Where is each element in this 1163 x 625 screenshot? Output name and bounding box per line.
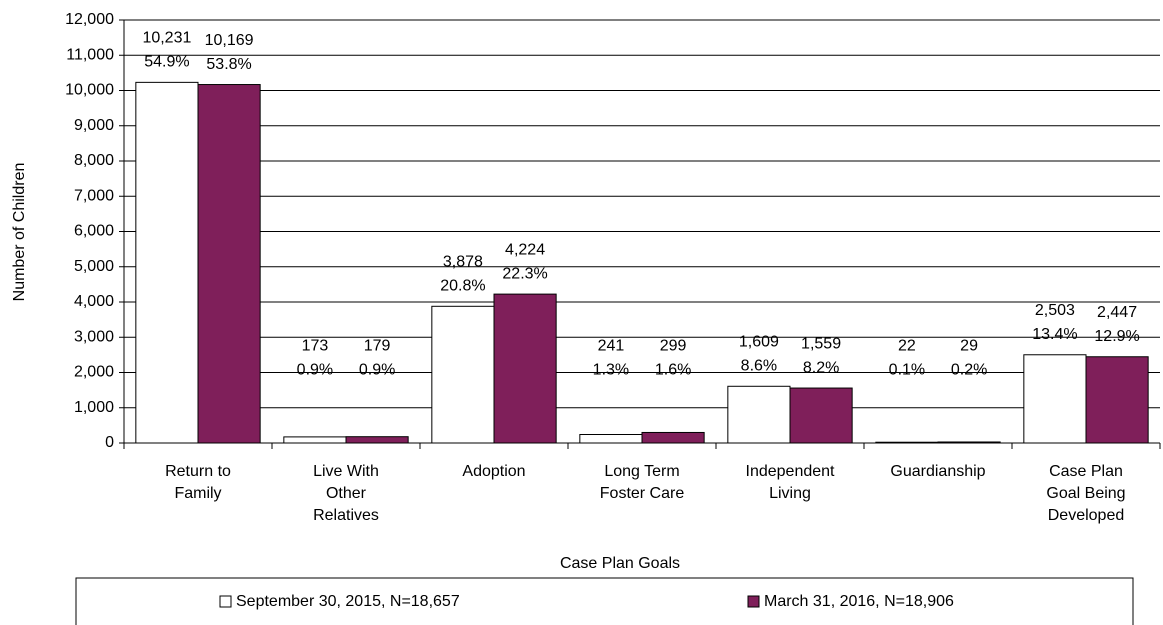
y-tick-label: 3,000 <box>74 328 114 345</box>
bar <box>727 385 791 444</box>
percent-label: 1.3% <box>593 361 629 378</box>
value-label: 299 <box>660 337 687 354</box>
percent-label: 8.6% <box>741 358 777 375</box>
bar <box>197 84 261 444</box>
legend-label: March 31, 2016, N=18,906 <box>764 593 954 610</box>
y-tick-label: 5,000 <box>74 258 114 275</box>
percent-label: 0.9% <box>359 361 395 378</box>
percent-label: 0.2% <box>951 361 987 378</box>
value-label: 10,231 <box>142 30 191 47</box>
bar <box>283 436 347 444</box>
value-label: 179 <box>364 337 391 354</box>
legend-box <box>75 577 1134 625</box>
bar <box>1023 354 1087 444</box>
value-label: 173 <box>302 337 329 354</box>
percent-label: 0.1% <box>889 361 925 378</box>
value-label: 22 <box>898 337 916 354</box>
y-axis-title: Number of Children <box>11 163 28 302</box>
y-tick-label: 1,000 <box>74 399 114 416</box>
x-tick-label: Case Plan Goal Being Developed <box>1046 463 1126 524</box>
percent-label: 53.8% <box>206 56 251 73</box>
value-label: 2,503 <box>1035 302 1075 319</box>
value-label: 2,447 <box>1097 304 1137 321</box>
legend-swatch <box>219 595 232 608</box>
y-tick-label: 10,000 <box>65 82 114 99</box>
x-tick-label: Return to Family <box>165 463 231 502</box>
y-tick-label: 11,000 <box>66 46 114 63</box>
value-label: 3,878 <box>443 254 483 271</box>
y-tick-label: 2,000 <box>74 364 114 381</box>
bar <box>875 441 939 444</box>
percent-label: 54.9% <box>144 54 189 71</box>
y-tick-label: 6,000 <box>74 223 114 240</box>
x-tick-label: Adoption <box>462 463 526 480</box>
percent-label: 20.8% <box>440 278 485 295</box>
percent-label: 0.9% <box>297 361 333 378</box>
x-tick-label: Long Term Foster Care <box>599 463 685 502</box>
bar <box>345 436 409 444</box>
y-tick-label: 8,000 <box>74 152 114 169</box>
legend-swatch <box>747 595 760 608</box>
percent-label: 8.2% <box>803 359 839 376</box>
value-label: 241 <box>598 337 625 354</box>
value-label: 1,559 <box>801 335 841 352</box>
x-tick-label: Independent Living <box>745 463 835 502</box>
bar <box>641 431 705 444</box>
y-tick-label: 4,000 <box>74 293 114 310</box>
bar <box>1085 356 1149 444</box>
value-label: 4,224 <box>505 241 545 258</box>
percent-label: 13.4% <box>1032 326 1077 343</box>
x-tick-label: Guardianship <box>890 463 986 480</box>
bar <box>789 387 853 444</box>
bar <box>937 441 1001 444</box>
percent-label: 12.9% <box>1094 328 1139 345</box>
bar <box>135 81 199 444</box>
value-label: 29 <box>960 337 978 354</box>
bar <box>579 434 643 444</box>
y-tick-label: 7,000 <box>74 187 114 204</box>
y-tick-label: 9,000 <box>74 117 114 134</box>
x-tick-label: Live With Other Relatives <box>313 463 379 524</box>
percent-label: 22.3% <box>502 265 547 282</box>
value-label: 10,169 <box>205 32 254 49</box>
legend-label: September 30, 2015, N=18,657 <box>236 593 460 610</box>
bar <box>493 293 557 444</box>
percent-label: 1.6% <box>655 361 691 378</box>
y-tick-label: 12,000 <box>65 11 114 28</box>
x-axis-title: Case Plan Goals <box>560 555 680 572</box>
value-label: 1,609 <box>739 334 779 351</box>
y-tick-label: 0 <box>105 434 114 451</box>
bar <box>431 305 495 444</box>
